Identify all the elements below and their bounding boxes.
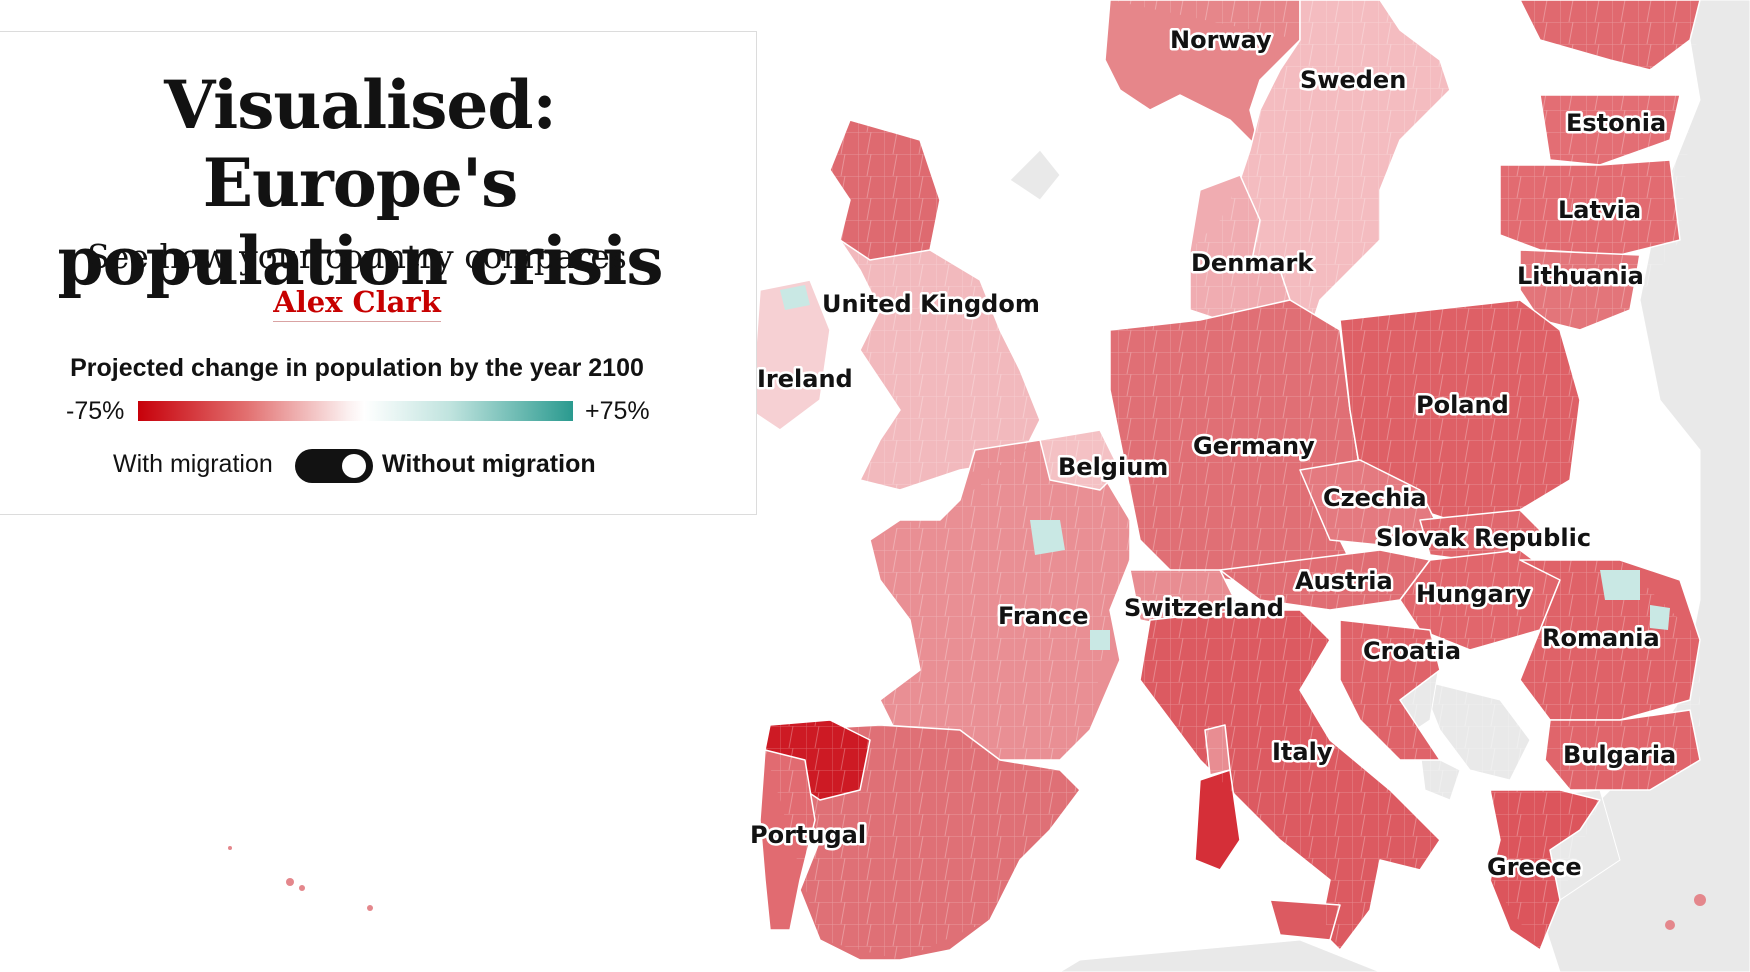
legend-title: Projected change in population by the ye… (70, 354, 644, 382)
label-italy: Italy (1272, 738, 1333, 766)
label-lithuania: Lithuania (1517, 262, 1644, 290)
label-estonia: Estonia (1566, 109, 1666, 137)
label-slovak: Slovak Republic (1376, 524, 1591, 552)
with-migration-label[interactable]: With migration (113, 450, 273, 478)
label-croatia: Croatia (1363, 637, 1461, 665)
page-title: Visualised: Europe's population crisis (57, 66, 663, 300)
legend-min-label: -75% (66, 397, 125, 425)
growth-hotspots (780, 285, 1670, 650)
label-norway: Norway (1170, 26, 1272, 54)
label-sweden: Sweden (1300, 66, 1406, 94)
label-belgium: Belgium (1058, 453, 1168, 481)
label-hungary: Hungary (1416, 580, 1531, 608)
byline-container: Alex Clark (0, 285, 714, 322)
info-panel: Visualised: Europe's population crisis Se… (0, 31, 757, 515)
label-latvia: Latvia (1558, 196, 1641, 224)
label-austria: Austria (1295, 567, 1393, 595)
without-migration-label[interactable]: Without migration (382, 450, 596, 478)
label-portugal: Portugal (750, 821, 866, 849)
migration-toggle[interactable] (295, 449, 373, 483)
label-poland: Poland (1416, 391, 1509, 419)
toggle-knob (342, 454, 366, 478)
label-uk: United Kingdom (822, 290, 1040, 318)
label-romania: Romania (1542, 624, 1660, 652)
label-bulgaria: Bulgaria (1563, 741, 1676, 769)
legend-color-scale (138, 401, 573, 421)
label-germany: Germany (1193, 432, 1315, 460)
label-switzerland: Switzerland (1124, 594, 1284, 622)
author-link[interactable]: Alex Clark (273, 285, 441, 322)
label-denmark: Denmark (1191, 249, 1314, 277)
small-islands (228, 846, 1706, 930)
page-subtitle: See how your country compares (87, 237, 627, 276)
label-greece: Greece (1487, 853, 1582, 881)
legend-max-label: +75% (585, 397, 650, 425)
label-france: France (998, 602, 1088, 630)
country-labels: Norway Sweden Estonia Latvia Lithuania D… (748, 24, 1679, 884)
region-texture (765, 0, 1700, 960)
label-ireland: Ireland (757, 365, 853, 393)
label-czechia: Czechia (1323, 484, 1427, 512)
